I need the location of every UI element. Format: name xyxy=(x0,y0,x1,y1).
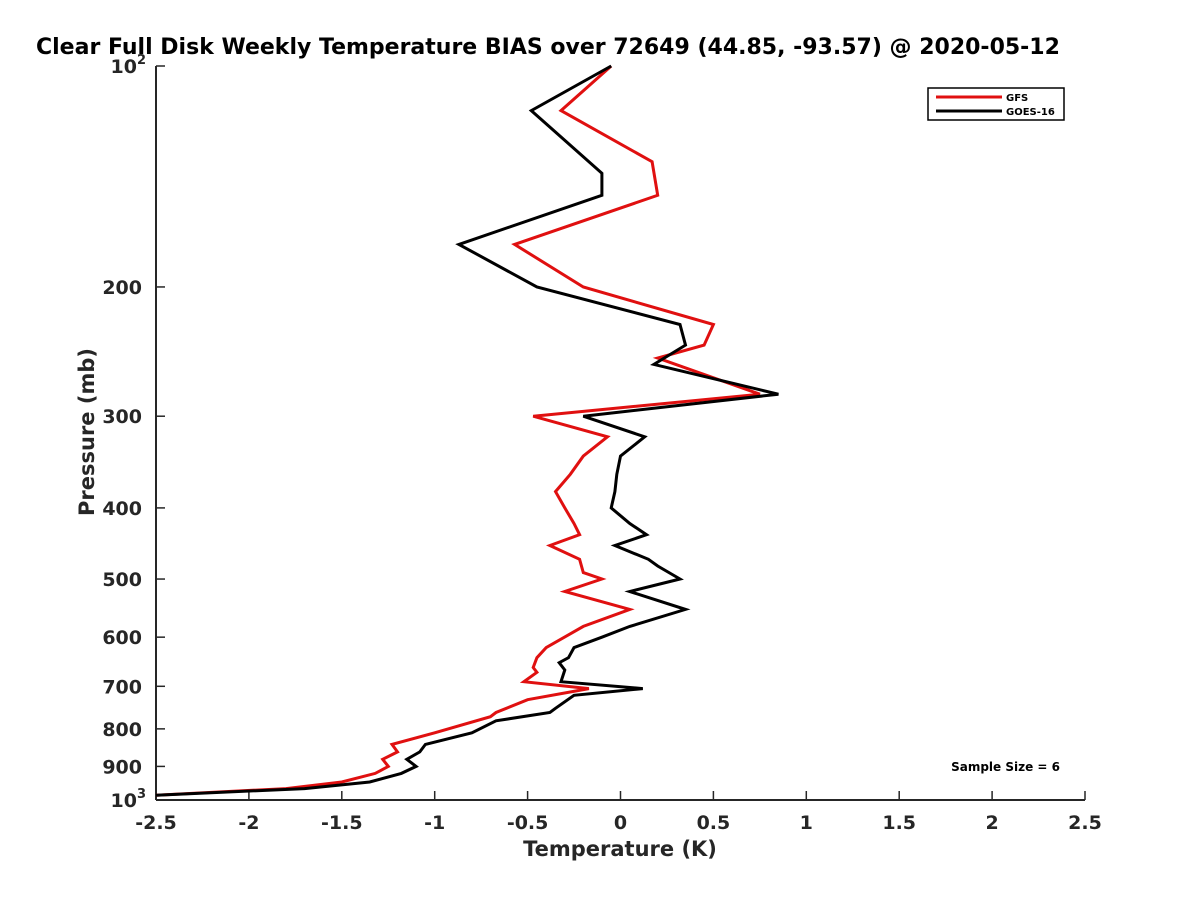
y-tick-base: 500 xyxy=(102,569,142,591)
x-axis-label: Temperature (K) xyxy=(523,837,717,861)
y-tick-label: 800 xyxy=(102,719,142,741)
y-tick-label: 200 xyxy=(102,277,142,299)
x-tick-label: 2.5 xyxy=(1068,812,1102,834)
y-tick-exponent: 2 xyxy=(137,53,146,68)
series-line-gfs xyxy=(155,64,761,797)
x-tick-label: 0.5 xyxy=(697,812,731,834)
x-tick-label: -0.5 xyxy=(507,812,549,834)
y-tick-base: 10 xyxy=(111,790,137,812)
x-tick-label: -2.5 xyxy=(135,812,177,834)
y-tick-base: 200 xyxy=(102,277,142,299)
x-tick-label: -1.5 xyxy=(321,812,363,834)
y-tick-label: 102 xyxy=(111,53,147,78)
y-tick-label: 900 xyxy=(102,756,142,778)
y-tick-base: 700 xyxy=(102,676,142,698)
y-axis-label: Pressure (mb) xyxy=(75,348,99,516)
series-line-goes-16 xyxy=(155,64,779,797)
x-tick-label: -1 xyxy=(424,812,445,834)
y-tick-label: 600 xyxy=(102,627,142,649)
x-tick-label: 1 xyxy=(800,812,813,834)
y-tick-base: 400 xyxy=(102,498,142,520)
series-layer xyxy=(155,64,779,797)
y-tick-base: 600 xyxy=(102,627,142,649)
sample-size-annotation: Sample Size = 6 xyxy=(951,760,1060,774)
x-tick-label: 1.5 xyxy=(882,812,916,834)
y-tick-base: 10 xyxy=(111,56,137,78)
y-tick-label: 300 xyxy=(102,406,142,428)
legend-label: GFS xyxy=(1006,93,1028,104)
y-tick-base: 300 xyxy=(102,406,142,428)
chart-title: Clear Full Disk Weekly Temperature BIAS … xyxy=(36,35,1060,60)
legend-box xyxy=(927,87,1065,121)
y-tick-base: 900 xyxy=(102,756,142,778)
x-ticks: -2.5 -2 -1.5 -1 -0.5 0 0.5 1 1.5 2 2.5 xyxy=(135,791,1102,834)
y-tick-base: 800 xyxy=(102,719,142,741)
x-tick-label: 2 xyxy=(985,812,998,834)
legend: GFS GOES-16 xyxy=(927,87,1065,121)
x-tick-label: -2 xyxy=(238,812,259,834)
y-tick-exponent: 3 xyxy=(137,787,146,802)
y-tick-label: 500 xyxy=(102,569,142,591)
x-tick-label: 0 xyxy=(614,812,627,834)
legend-label: GOES-16 xyxy=(1006,107,1055,118)
y-tick-label: 700 xyxy=(102,676,142,698)
y-tick-label: 400 xyxy=(102,498,142,520)
y-tick-label: 103 xyxy=(111,787,147,812)
